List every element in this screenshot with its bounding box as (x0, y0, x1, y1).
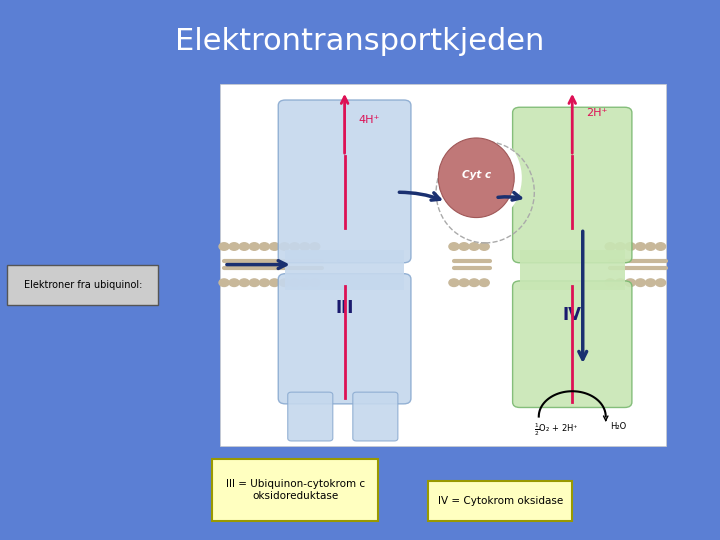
Text: $\frac{1}{2}$O₂ + 2H⁺: $\frac{1}{2}$O₂ + 2H⁺ (534, 422, 579, 438)
Circle shape (300, 242, 310, 250)
FancyBboxPatch shape (278, 100, 411, 263)
Text: Elektroner fra ubiquinol:: Elektroner fra ubiquinol: (24, 280, 142, 290)
FancyBboxPatch shape (278, 274, 411, 404)
Circle shape (646, 242, 655, 250)
Circle shape (605, 242, 615, 250)
Circle shape (635, 242, 646, 250)
FancyBboxPatch shape (520, 250, 625, 290)
FancyBboxPatch shape (513, 107, 632, 263)
Text: 4H⁺: 4H⁺ (358, 115, 379, 125)
Circle shape (219, 242, 229, 250)
Circle shape (259, 242, 269, 250)
Circle shape (469, 242, 480, 250)
Circle shape (656, 279, 665, 286)
Circle shape (229, 242, 239, 250)
Circle shape (310, 279, 320, 286)
Text: H₂O: H₂O (610, 422, 626, 431)
Circle shape (615, 242, 625, 250)
Text: III: III (336, 299, 354, 317)
Circle shape (269, 279, 279, 286)
Text: III = Ubiquinon-cytokrom c
oksidoreduktase: III = Ubiquinon-cytokrom c oksidoredukta… (225, 480, 365, 501)
Circle shape (656, 242, 665, 250)
Circle shape (625, 242, 635, 250)
Ellipse shape (438, 138, 514, 218)
Circle shape (459, 242, 469, 250)
Circle shape (289, 279, 300, 286)
Text: 2H⁺: 2H⁺ (585, 107, 607, 118)
Circle shape (279, 279, 289, 286)
Circle shape (300, 279, 310, 286)
FancyBboxPatch shape (288, 392, 333, 441)
Circle shape (249, 242, 259, 250)
Circle shape (289, 242, 300, 250)
FancyBboxPatch shape (353, 392, 398, 441)
Circle shape (239, 279, 249, 286)
Circle shape (249, 279, 259, 286)
Circle shape (449, 279, 459, 286)
Circle shape (625, 279, 635, 286)
Circle shape (459, 279, 469, 286)
Text: Elektrontransportkjeden: Elektrontransportkjeden (175, 27, 545, 56)
Circle shape (480, 279, 490, 286)
FancyBboxPatch shape (212, 459, 378, 521)
Circle shape (239, 242, 249, 250)
Circle shape (269, 242, 279, 250)
Circle shape (605, 279, 615, 286)
Circle shape (615, 279, 625, 286)
Ellipse shape (431, 130, 522, 226)
Text: Cyt c: Cyt c (462, 170, 491, 180)
Text: IV: IV (563, 306, 582, 324)
Text: IV = Cytokrom oksidase: IV = Cytokrom oksidase (438, 496, 563, 506)
Circle shape (635, 279, 646, 286)
Circle shape (229, 279, 239, 286)
Circle shape (449, 242, 459, 250)
FancyBboxPatch shape (513, 281, 632, 408)
Circle shape (469, 279, 480, 286)
FancyBboxPatch shape (220, 84, 666, 445)
Circle shape (259, 279, 269, 286)
Circle shape (310, 242, 320, 250)
Circle shape (480, 242, 490, 250)
Circle shape (279, 242, 289, 250)
FancyBboxPatch shape (285, 250, 404, 290)
FancyBboxPatch shape (428, 481, 572, 521)
Circle shape (646, 279, 655, 286)
Circle shape (219, 279, 229, 286)
FancyBboxPatch shape (7, 265, 158, 305)
